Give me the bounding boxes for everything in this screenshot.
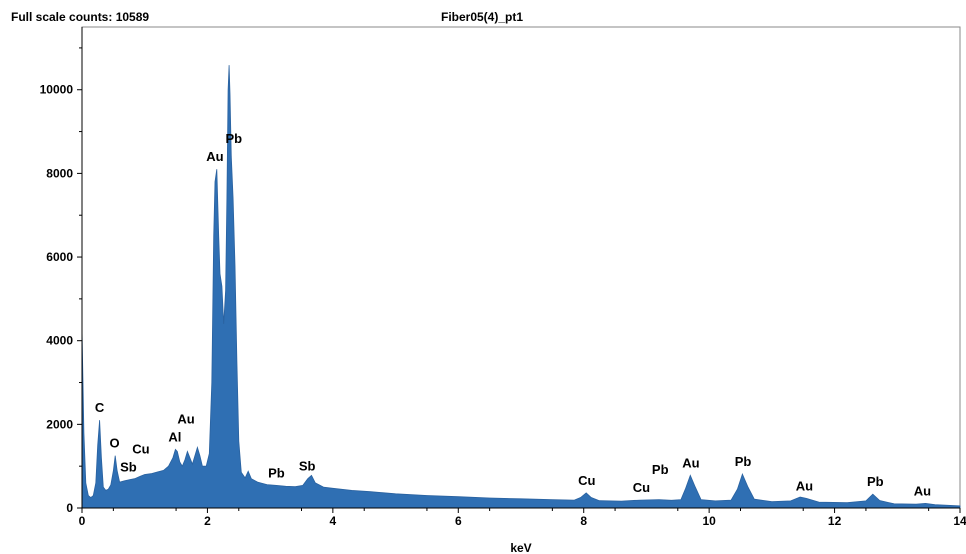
peak-label: Pb [867, 474, 884, 489]
peak-label: Pb [268, 465, 285, 480]
x-tick-label: 2 [204, 514, 211, 528]
full-scale-counts: Full scale counts: 10589 [11, 10, 150, 24]
x-axis-label: keV [510, 541, 531, 554]
y-tick-label: 4000 [46, 334, 73, 348]
peak-label: Cu [132, 442, 149, 457]
peak-label: Au [177, 411, 194, 426]
x-tick-label: 0 [79, 514, 86, 528]
spectrum-area [81, 65, 961, 509]
x-tick-label: 12 [828, 514, 842, 528]
peak-label: Pb [225, 131, 242, 146]
x-tick-label: 6 [455, 514, 462, 528]
peak-label: Al [168, 429, 181, 444]
x-tick-label: 8 [580, 514, 587, 528]
peak-label: Au [682, 455, 699, 470]
y-tick-label: 0 [66, 501, 73, 515]
peak-label: Cu [578, 473, 595, 488]
peak-label: Au [914, 483, 931, 498]
x-axis: 0 2 4 6 8 10 12 14 [79, 507, 966, 528]
peak-label: Au [206, 149, 223, 164]
peak-label: Sb [120, 460, 137, 475]
peak-label: Sb [299, 459, 316, 474]
y-tick-label: 6000 [46, 250, 73, 264]
peak-label: Au [796, 478, 813, 493]
peak-label: Pb [735, 454, 752, 469]
y-tick-label: 2000 [46, 417, 73, 431]
peak-label: Pb [652, 462, 669, 477]
x-tick-label: 4 [330, 514, 337, 528]
y-tick-label: 10000 [40, 83, 74, 97]
peak-label: C [95, 400, 105, 415]
y-tick-label: 8000 [46, 166, 73, 180]
sample-name: Fiber05(4)_pt1 [441, 10, 524, 24]
peak-label: Cu [633, 480, 650, 495]
peak-label: O [110, 436, 120, 451]
y-axis: 0 2000 4000 6000 8000 10000 [40, 27, 83, 515]
x-tick-label: 10 [702, 514, 716, 528]
x-tick-label: 14 [953, 514, 966, 528]
